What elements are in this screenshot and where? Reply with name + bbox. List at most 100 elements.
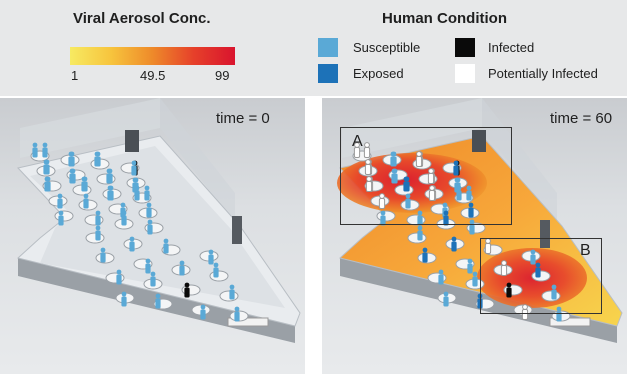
person-susceptible-icon: [454, 177, 460, 193]
person-potentially-infected-icon: [428, 185, 436, 201]
person-susceptible-icon: [179, 260, 185, 276]
exposed-label: Exposed: [353, 66, 404, 81]
person-susceptible-icon: [107, 185, 113, 201]
table-20: [85, 232, 105, 244]
person-potentially-infected-icon: [415, 151, 423, 167]
person-potentially-infected-icon: [364, 159, 372, 175]
person-exposed-icon: [422, 247, 428, 263]
person-exposed-icon: [403, 176, 409, 192]
person-exposed-icon: [468, 202, 474, 218]
person-susceptible-icon: [391, 168, 397, 184]
person-susceptible-icon: [144, 185, 150, 201]
concentration-tick-mid: 49.5: [140, 68, 166, 83]
concentration-gradient-bar: [70, 47, 235, 65]
person-susceptible-icon: [417, 225, 423, 241]
person-susceptible-icon: [129, 236, 135, 252]
highlight-box-a: [340, 127, 512, 225]
person-susceptible-icon: [94, 151, 100, 167]
person-potentially-infected-icon: [365, 176, 373, 192]
person-susceptible-icon: [121, 291, 127, 307]
person-susceptible-icon: [69, 168, 75, 184]
person-susceptible-icon: [146, 202, 152, 218]
person-susceptible-icon: [42, 142, 48, 158]
person-susceptible-icon: [150, 271, 156, 287]
infected-label: Infected: [488, 40, 535, 55]
floor-scene-final: [337, 98, 623, 343]
person-susceptible-icon: [106, 168, 112, 184]
person-susceptible-icon: [234, 306, 240, 322]
person-susceptible-icon: [155, 293, 161, 309]
person-susceptible-icon: [95, 210, 101, 226]
person-potentially-infected-icon: [521, 304, 529, 320]
highlight-box-b: [480, 238, 602, 314]
susceptible-swatch: [318, 38, 338, 57]
person-susceptible-icon: [132, 177, 138, 193]
person-susceptible-icon: [472, 271, 478, 287]
person-potentially-infected-icon: [427, 168, 435, 184]
person-susceptible-icon: [380, 210, 386, 226]
person-susceptible-icon: [58, 210, 64, 226]
legend-bar: Viral Aerosol Conc. 1 49.5 99 Human Cond…: [0, 0, 627, 96]
person-susceptible-icon: [469, 219, 475, 235]
table-27: [209, 270, 229, 282]
person-susceptible-icon: [390, 151, 396, 167]
person-susceptible-icon: [438, 269, 444, 285]
highlight-box-b-label: B: [580, 242, 591, 259]
person-susceptible-icon: [43, 159, 49, 175]
person-potentially-infected-icon: [378, 193, 386, 209]
person-susceptible-icon: [213, 262, 219, 278]
person-susceptible-icon: [208, 249, 214, 265]
potentially-infected-label: Potentially Infected: [488, 66, 598, 81]
person-susceptible-icon: [443, 291, 449, 307]
exposed-swatch: [318, 64, 338, 83]
time-label-final: time = 60: [550, 110, 613, 127]
simulation-panel-final: A B time = 60: [322, 98, 627, 374]
person-susceptible-icon: [145, 258, 151, 274]
person-susceptible-icon: [405, 193, 411, 209]
table-31: [219, 290, 239, 302]
person-exposed-icon: [535, 262, 541, 278]
person-susceptible-icon: [200, 304, 206, 320]
time-label-initial: time = 0: [216, 110, 270, 127]
simulation-panel-initial: time = 0: [0, 98, 305, 374]
person-susceptible-icon: [551, 284, 557, 300]
person-susceptible-icon: [131, 160, 137, 176]
person-infected-icon: [184, 282, 190, 298]
person-potentially-infected-icon: [363, 142, 371, 158]
person-susceptible-icon: [68, 151, 74, 167]
concentration-tick-max: 99: [215, 68, 230, 83]
person-susceptible-icon: [95, 225, 101, 241]
person-susceptible-icon: [83, 193, 89, 209]
person-susceptible-icon: [120, 202, 126, 218]
person-susceptible-icon: [116, 269, 122, 285]
person-susceptible-icon: [466, 185, 472, 201]
susceptible-label: Susceptible: [353, 40, 421, 55]
person-susceptible-icon: [121, 210, 127, 226]
person-susceptible-icon: [530, 249, 536, 265]
person-susceptible-icon: [556, 306, 562, 322]
condition-legend-title: Human Condition: [382, 10, 507, 27]
person-potentially-infected-icon: [500, 260, 508, 276]
concentration-tick-min: 1: [71, 68, 79, 83]
person-exposed-icon: [451, 236, 457, 252]
concentration-legend-title: Viral Aerosol Conc.: [73, 10, 211, 27]
person-infected-icon: [506, 282, 512, 298]
floor-scene-initial: [16, 98, 301, 343]
table-20: [407, 232, 427, 244]
person-susceptible-icon: [57, 193, 63, 209]
infected-swatch: [455, 38, 475, 57]
person-susceptible-icon: [229, 284, 235, 300]
person-susceptible-icon: [32, 142, 38, 158]
person-susceptible-icon: [100, 247, 106, 263]
person-susceptible-icon: [467, 258, 473, 274]
person-exposed-icon: [443, 210, 449, 226]
person-potentially-infected-icon: [353, 142, 361, 158]
person-susceptible-icon: [44, 176, 50, 192]
table-16: [54, 210, 74, 222]
person-susceptible-icon: [147, 219, 153, 235]
person-exposed-icon: [453, 160, 459, 176]
person-susceptible-icon: [81, 176, 87, 192]
person-susceptible-icon: [163, 238, 169, 254]
potentially-infected-swatch: [455, 64, 475, 83]
highlight-box-a-label: A: [352, 133, 363, 150]
